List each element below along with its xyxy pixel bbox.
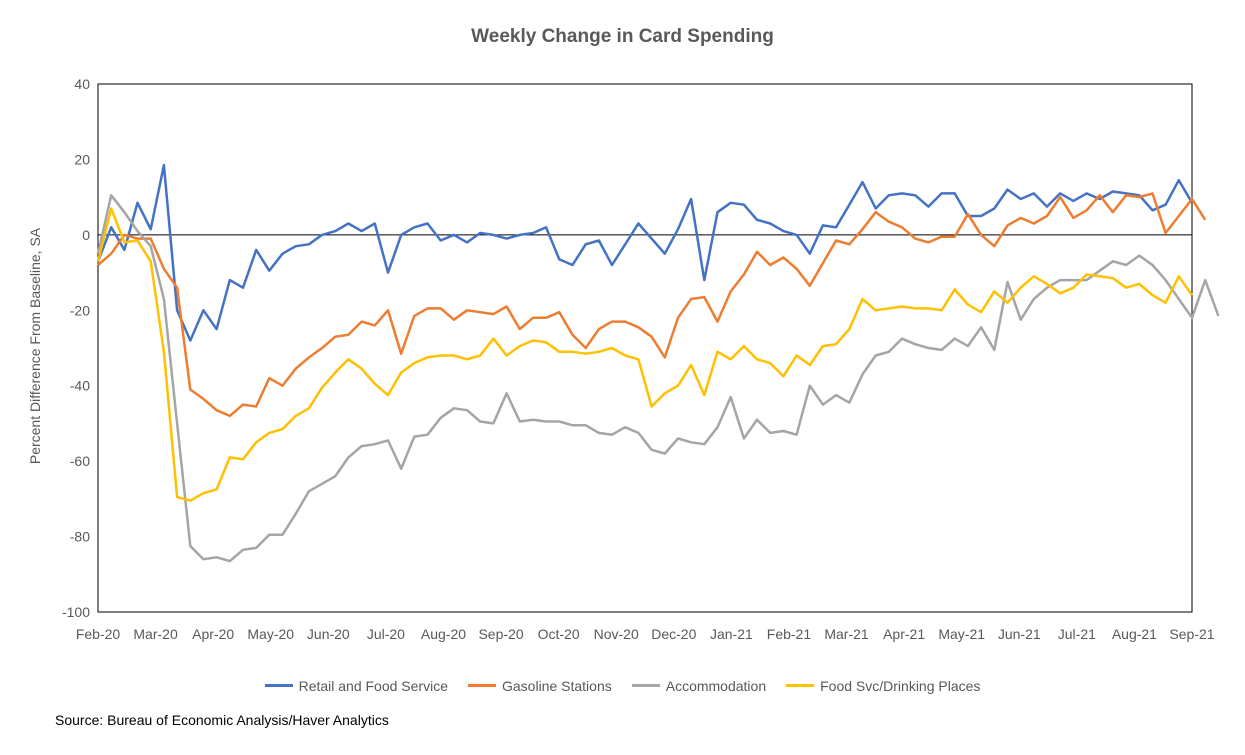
y-tick-label: 40 <box>74 76 90 92</box>
x-tick-label: Jul-21 <box>1058 626 1096 642</box>
x-tick-label: Dec-20 <box>651 626 696 642</box>
x-tick-label: Aug-21 <box>1112 626 1157 642</box>
x-tick-label: Jun-21 <box>998 626 1041 642</box>
x-tick-label: Oct-20 <box>538 626 580 642</box>
legend-swatch <box>786 684 815 687</box>
source-note: Source: Bureau of Economic Analysis/Have… <box>55 712 389 728</box>
legend: Retail and Food Service Gasoline Stations… <box>0 674 1245 694</box>
legend-swatch <box>468 684 496 687</box>
series-line-4 <box>96 207 1194 502</box>
x-tick-label: Apr-21 <box>883 626 925 642</box>
series-layer <box>96 163 1220 563</box>
chart-title: Weekly Change in Card Spending <box>471 26 774 47</box>
x-tick-label: Mar-20 <box>133 626 178 642</box>
y-tick-labels: 40 20 0 -20 -40 -60 -80 -100 <box>62 76 90 620</box>
x-tick-label: Feb-20 <box>76 626 121 642</box>
series-line-2 <box>97 192 1207 418</box>
legend-item: Gasoline Stations <box>468 678 612 694</box>
legend-label: Retail and Food Service <box>298 677 448 694</box>
legend-item: Food Svc/Drinking Places <box>786 678 980 694</box>
x-tick-label: Mar-21 <box>824 626 869 642</box>
legend-swatch <box>631 684 660 687</box>
x-tick-label: Jan-21 <box>710 626 753 642</box>
x-tick-label: Jul-20 <box>367 626 405 642</box>
x-tick-label: Jun-20 <box>307 626 350 642</box>
y-tick-label: 20 <box>74 151 90 167</box>
x-tick-label: Apr-20 <box>192 626 234 642</box>
legend-item: Retail and Food Service <box>264 677 448 694</box>
x-tick-label: May-21 <box>938 626 985 642</box>
y-tick-label: -80 <box>70 529 90 545</box>
legend-label: Accommodation <box>665 677 767 694</box>
x-tick-label: May-20 <box>247 626 294 642</box>
x-tick-label: Sep-20 <box>478 626 523 642</box>
x-tick-label: Sep-21 <box>1169 626 1214 642</box>
x-tick-label: Feb-21 <box>767 626 812 642</box>
x-tick-label: Nov-20 <box>594 626 639 642</box>
plot-area-border <box>97 83 1193 613</box>
y-tick-label: -60 <box>70 453 90 469</box>
legend-swatch <box>264 684 293 687</box>
y-tick-label: -40 <box>70 378 90 394</box>
x-tick-labels: Feb-20 Mar-20 Apr-20 May-20 Jun-20 Jul-20 Aug-… <box>76 626 1215 642</box>
legend-label: Gasoline Stations <box>502 677 612 694</box>
legend-item: Accommodation <box>631 677 767 694</box>
series-line-1 <box>96 163 1194 342</box>
series-line-3 <box>96 194 1220 563</box>
legend-label: Food Svc/Drinking Places <box>820 677 981 694</box>
y-tick-label: -20 <box>70 302 90 318</box>
y-tick-label: 0 <box>82 227 90 243</box>
y-tick-label: -100 <box>62 604 90 620</box>
x-tick-label: Aug-20 <box>421 626 466 642</box>
